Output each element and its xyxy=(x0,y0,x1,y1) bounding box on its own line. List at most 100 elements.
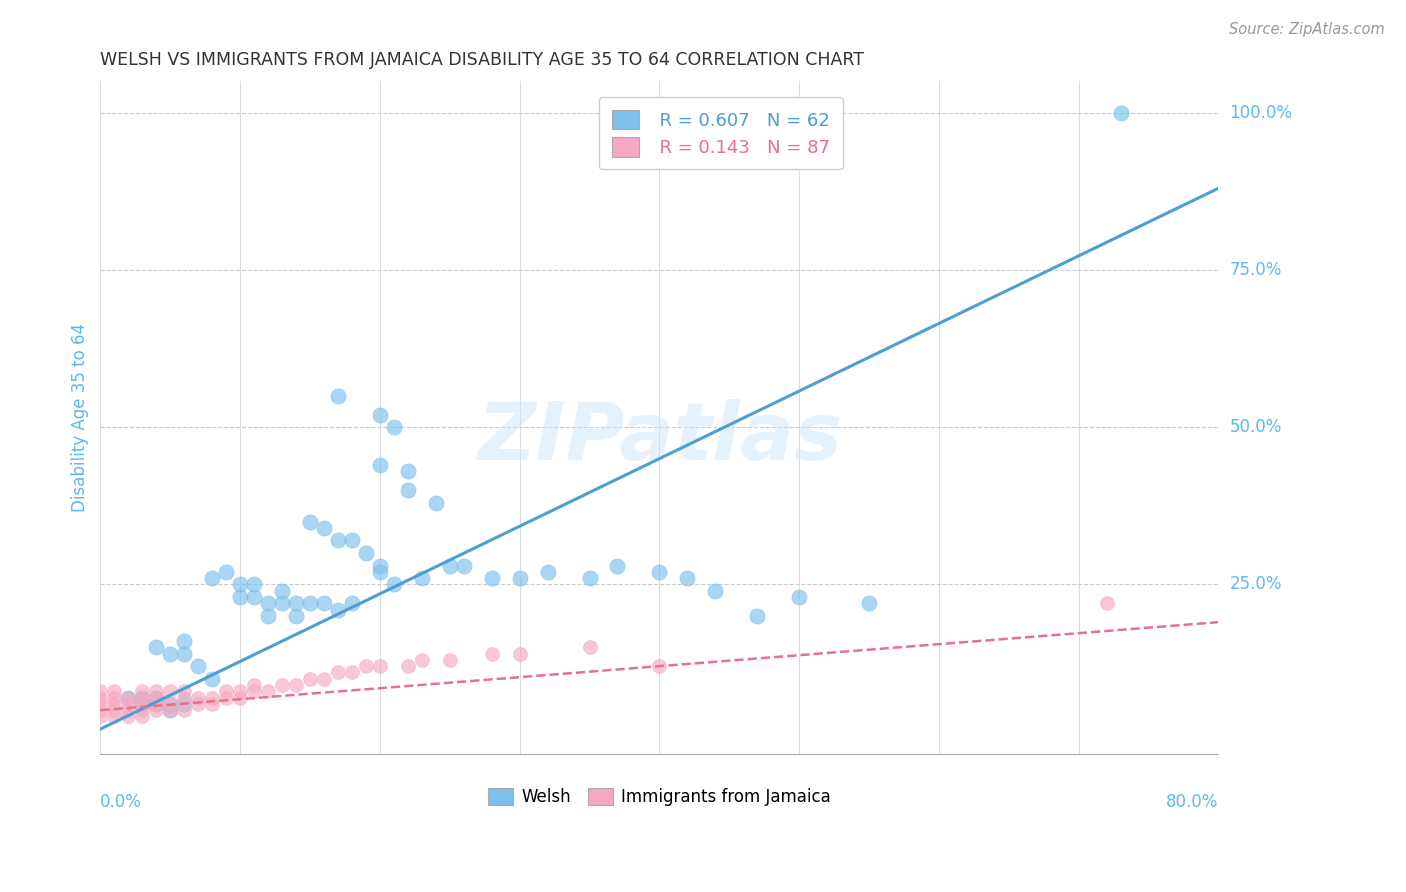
Point xyxy=(285,608,308,623)
Point xyxy=(620,105,643,120)
Point xyxy=(858,596,880,610)
Text: 25.0%: 25.0% xyxy=(1230,575,1282,593)
Point xyxy=(648,565,671,579)
Point xyxy=(173,703,195,717)
Point xyxy=(159,697,181,711)
Text: WELSH VS IMMIGRANTS FROM JAMAICA DISABILITY AGE 35 TO 64 CORRELATION CHART: WELSH VS IMMIGRANTS FROM JAMAICA DISABIL… xyxy=(100,51,865,69)
Point xyxy=(354,546,377,560)
Point xyxy=(453,558,475,573)
Point xyxy=(368,408,391,422)
Point xyxy=(704,583,727,598)
Point xyxy=(326,602,349,616)
Point xyxy=(159,703,181,717)
Point xyxy=(117,709,139,723)
Point xyxy=(312,672,335,686)
Point xyxy=(298,596,321,610)
Text: 50.0%: 50.0% xyxy=(1230,418,1282,436)
Point xyxy=(131,690,153,705)
Point xyxy=(368,565,391,579)
Point xyxy=(103,684,125,698)
Point xyxy=(368,558,391,573)
Point xyxy=(271,678,294,692)
Point xyxy=(159,684,181,698)
Point xyxy=(173,690,195,705)
Point xyxy=(145,697,167,711)
Point xyxy=(298,515,321,529)
Point xyxy=(312,521,335,535)
Point xyxy=(271,596,294,610)
Text: 75.0%: 75.0% xyxy=(1230,261,1282,279)
Point xyxy=(411,653,433,667)
Point xyxy=(243,590,266,604)
Point xyxy=(1095,596,1118,610)
Point xyxy=(439,653,461,667)
Point xyxy=(201,697,224,711)
Point xyxy=(509,571,531,585)
Point xyxy=(131,703,153,717)
Point xyxy=(578,571,600,585)
Point xyxy=(103,690,125,705)
Point xyxy=(145,684,167,698)
Point xyxy=(396,483,419,497)
Point xyxy=(648,659,671,673)
Point xyxy=(117,703,139,717)
Point xyxy=(606,558,628,573)
Point xyxy=(117,690,139,705)
Point xyxy=(131,709,153,723)
Point xyxy=(747,608,769,623)
Point xyxy=(382,420,405,434)
Point xyxy=(368,659,391,673)
Point xyxy=(131,697,153,711)
Text: Source: ZipAtlas.com: Source: ZipAtlas.com xyxy=(1229,22,1385,37)
Point xyxy=(285,596,308,610)
Point xyxy=(243,577,266,591)
Point xyxy=(103,697,125,711)
Point xyxy=(117,697,139,711)
Point xyxy=(89,684,111,698)
Point xyxy=(382,577,405,591)
Point xyxy=(481,571,503,585)
Point xyxy=(145,640,167,655)
Point xyxy=(285,678,308,692)
Point xyxy=(326,533,349,548)
Point xyxy=(509,647,531,661)
Point xyxy=(229,690,252,705)
Point xyxy=(89,690,111,705)
Point xyxy=(131,697,153,711)
Point xyxy=(481,647,503,661)
Point xyxy=(340,533,363,548)
Point xyxy=(326,665,349,680)
Point xyxy=(368,458,391,472)
Point xyxy=(201,571,224,585)
Y-axis label: Disability Age 35 to 64: Disability Age 35 to 64 xyxy=(72,323,89,512)
Point xyxy=(145,697,167,711)
Point xyxy=(215,565,238,579)
Point xyxy=(187,659,209,673)
Point xyxy=(103,703,125,717)
Point xyxy=(103,709,125,723)
Point xyxy=(229,684,252,698)
Point xyxy=(229,577,252,591)
Point xyxy=(89,709,111,723)
Point xyxy=(676,571,699,585)
Point xyxy=(411,571,433,585)
Point xyxy=(243,678,266,692)
Point xyxy=(89,697,111,711)
Point xyxy=(159,703,181,717)
Point xyxy=(187,690,209,705)
Point xyxy=(173,647,195,661)
Point xyxy=(1109,105,1132,120)
Point xyxy=(340,596,363,610)
Point xyxy=(312,596,335,610)
Point xyxy=(215,684,238,698)
Point xyxy=(787,590,810,604)
Text: 0.0%: 0.0% xyxy=(100,793,142,811)
Point xyxy=(326,389,349,403)
Point xyxy=(201,690,224,705)
Point xyxy=(159,697,181,711)
Point xyxy=(257,608,280,623)
Point xyxy=(215,690,238,705)
Point xyxy=(354,659,377,673)
Point xyxy=(201,672,224,686)
Point xyxy=(298,672,321,686)
